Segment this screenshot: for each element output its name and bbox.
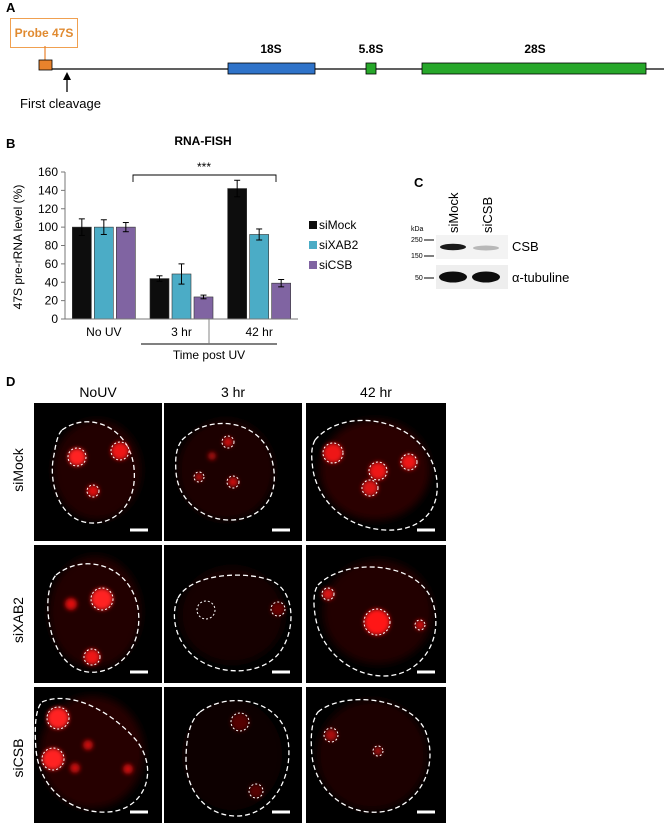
legend-swatch <box>309 261 317 269</box>
y-tick-label: 40 <box>45 275 59 289</box>
x-axis-label: Time post UV <box>173 348 245 362</box>
y-tick-label: 60 <box>45 257 59 271</box>
segment-5-8s <box>365 62 377 75</box>
image-sicsb-3hr <box>164 687 302 823</box>
tubulin-band-sicsb <box>472 271 500 283</box>
rrna-gene-map: 18S 5.8S 28S First cleavage <box>20 42 664 111</box>
band-label-csb: CSB <box>512 239 539 254</box>
image-sicsb-nouv <box>34 687 162 823</box>
marker-150: 150 <box>411 253 423 260</box>
marker-50: 50 <box>415 275 423 282</box>
legend-label: siXAB2 <box>319 238 359 252</box>
image-sixab2-nouv <box>34 545 162 683</box>
y-tick-label: 100 <box>38 220 58 234</box>
y-tick-label: 80 <box>45 239 59 253</box>
x-category-label: 42 hr <box>245 325 272 339</box>
marker-250: 250 <box>411 237 423 244</box>
x-category-label: 3 hr <box>171 325 192 339</box>
legend-label: siCSB <box>319 258 352 272</box>
image-simock-42hr <box>306 403 446 541</box>
significance-stars: *** <box>197 160 211 174</box>
western-blot: siMock siCSB kDa 250 150 50 CSB α-tubuli… <box>411 192 569 289</box>
probe-label-box: Probe 47S <box>10 18 78 48</box>
image-sixab2-42hr <box>306 545 446 683</box>
kda-label: kDa <box>411 226 424 233</box>
tubulin-band-simock <box>439 271 467 283</box>
label-28s: 28S <box>524 42 545 56</box>
y-tick-label: 140 <box>38 183 58 197</box>
panel-c-letter: C <box>414 175 424 190</box>
lane-label-simock: siMock <box>446 192 461 233</box>
image-simock-nouv <box>34 403 162 541</box>
column-label-42hr: 42 hr <box>360 384 392 400</box>
segment-28s <box>421 62 647 75</box>
panel-d-letter: D <box>6 374 16 389</box>
legend-swatch <box>309 241 317 249</box>
band-label-tubuline: α-tubuline <box>512 270 569 285</box>
x-category-label: No UV <box>86 325 121 339</box>
significance-bracket <box>132 174 277 182</box>
y-tick-label: 160 <box>38 165 58 179</box>
lane-label-sicsb: siCSB <box>480 197 495 233</box>
csb-band-sicsb <box>473 245 499 251</box>
y-tick-label: 20 <box>45 294 59 308</box>
cleavage-label: First cleavage <box>20 96 101 111</box>
image-sixab2-3hr <box>164 545 302 683</box>
probe-label: Probe 47S <box>14 26 74 40</box>
panel-b-letter: B <box>6 136 16 151</box>
label-5-8s: 5.8S <box>359 42 384 56</box>
legend-swatch <box>309 221 317 229</box>
legend-label: siMock <box>319 218 357 232</box>
cleavage-arrow-head <box>63 72 71 80</box>
label-18s: 18S <box>260 42 281 56</box>
probe-segment <box>38 59 53 71</box>
column-label-nouv: NoUV <box>79 384 117 400</box>
csb-band-simock <box>440 243 466 251</box>
segment-18s <box>227 62 316 75</box>
panel-a-letter: A <box>6 0 16 15</box>
y-tick-label: 0 <box>51 312 58 326</box>
chart-title: RNA-FISH <box>174 134 231 148</box>
image-simock-3hr <box>164 403 302 541</box>
rna-fish-bar-chart: RNA-FISH 0 20 40 60 80 100 120 140 160 No UV 3 hr 4… <box>11 134 359 362</box>
y-tick-label: 120 <box>38 202 58 216</box>
column-label-3hr: 3 hr <box>220 384 246 400</box>
y-axis-label: 47S pre-rRNA level (%) <box>11 185 25 310</box>
image-sicsb-42hr <box>306 687 446 823</box>
